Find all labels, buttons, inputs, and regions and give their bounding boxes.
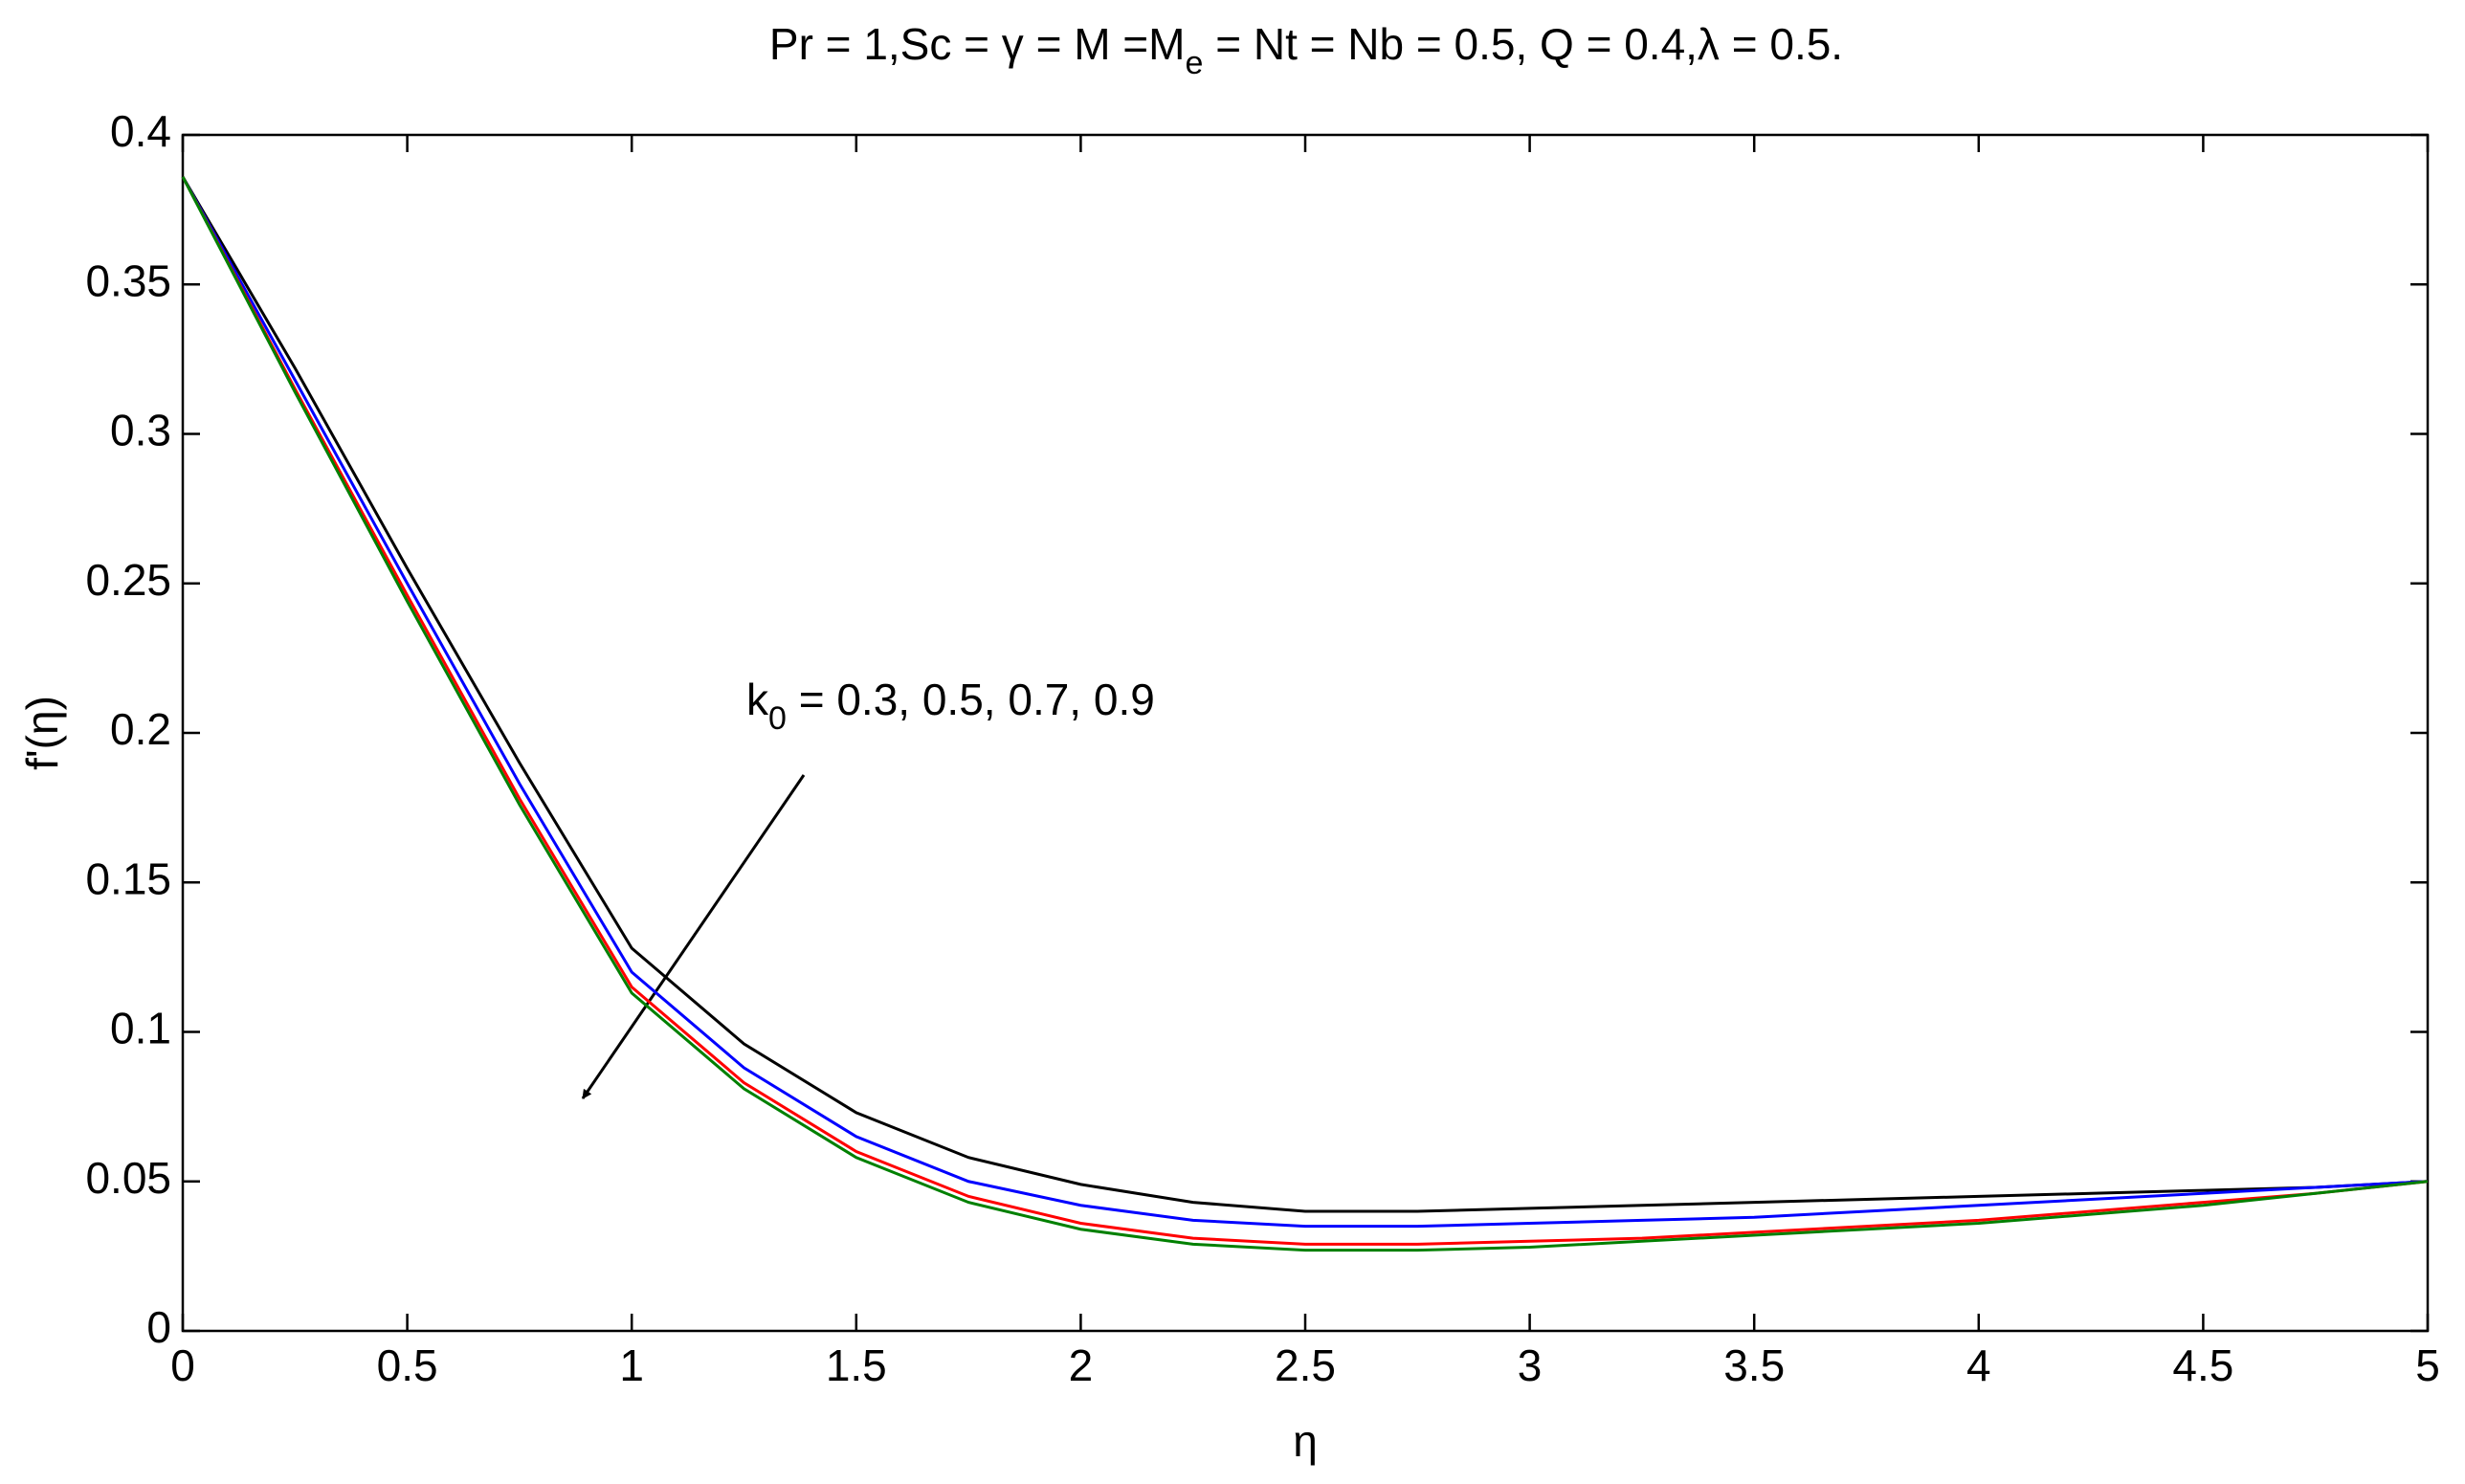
annotation-part: = 0.3, 0.5, 0.7, 0.9 [787,675,1155,724]
x-tick-label: 0.5 [377,1340,438,1390]
x-axis-label: η [1293,1416,1318,1466]
title-part: = Nt = Nb = 0.5, Q = 0.4,λ = 0.5. [1203,19,1843,69]
y-tick-label: 0.4 [110,106,171,156]
x-tick-label: 3.5 [1723,1340,1785,1390]
line-series [181,175,2429,1213]
line-series [181,176,2429,1229]
x-tick-label: 1 [619,1340,644,1390]
x-tick-label: 4 [1966,1340,1991,1390]
y-tick-label: 0.15 [85,853,171,903]
y-axis-label: f'(η) [17,696,67,770]
y-tick-label: 0.35 [85,255,171,305]
y-tick-label: 0.25 [85,555,171,605]
y-tick-label: 0.05 [85,1153,171,1203]
x-tick-label: 4.5 [2172,1340,2233,1390]
x-tick-label: 1.5 [826,1340,887,1390]
annotation: k0 = 0.3, 0.5, 0.7, 0.9 [746,675,1155,737]
plot-frame [181,133,2430,1333]
y-tick-label: 0.3 [110,406,171,455]
title-subscript: e [1186,45,1204,81]
y-tick-label: 0.2 [110,704,171,754]
annotation-arrow [581,774,806,1099]
x-tick-label: 5 [2415,1340,2440,1390]
chart-title: Pr = 1,Sc = γ = M =Me = Nt = Nb = 0.5, Q… [769,19,1843,81]
line-series [181,176,2429,1252]
y-tick-label: 0.1 [110,1004,171,1053]
annotation-part: k [746,675,769,724]
y-tick-label: 0 [146,1302,171,1352]
x-tick-label: 3 [1518,1340,1543,1390]
x-tick-label: 2.5 [1275,1340,1336,1390]
title-part: Pr = 1,Sc = γ = M =M [769,19,1186,69]
line-series [181,176,2429,1246]
annotation-subscript: 0 [768,700,787,737]
x-tick-label: 2 [1069,1340,1094,1390]
x-tick-label: 0 [170,1340,195,1390]
